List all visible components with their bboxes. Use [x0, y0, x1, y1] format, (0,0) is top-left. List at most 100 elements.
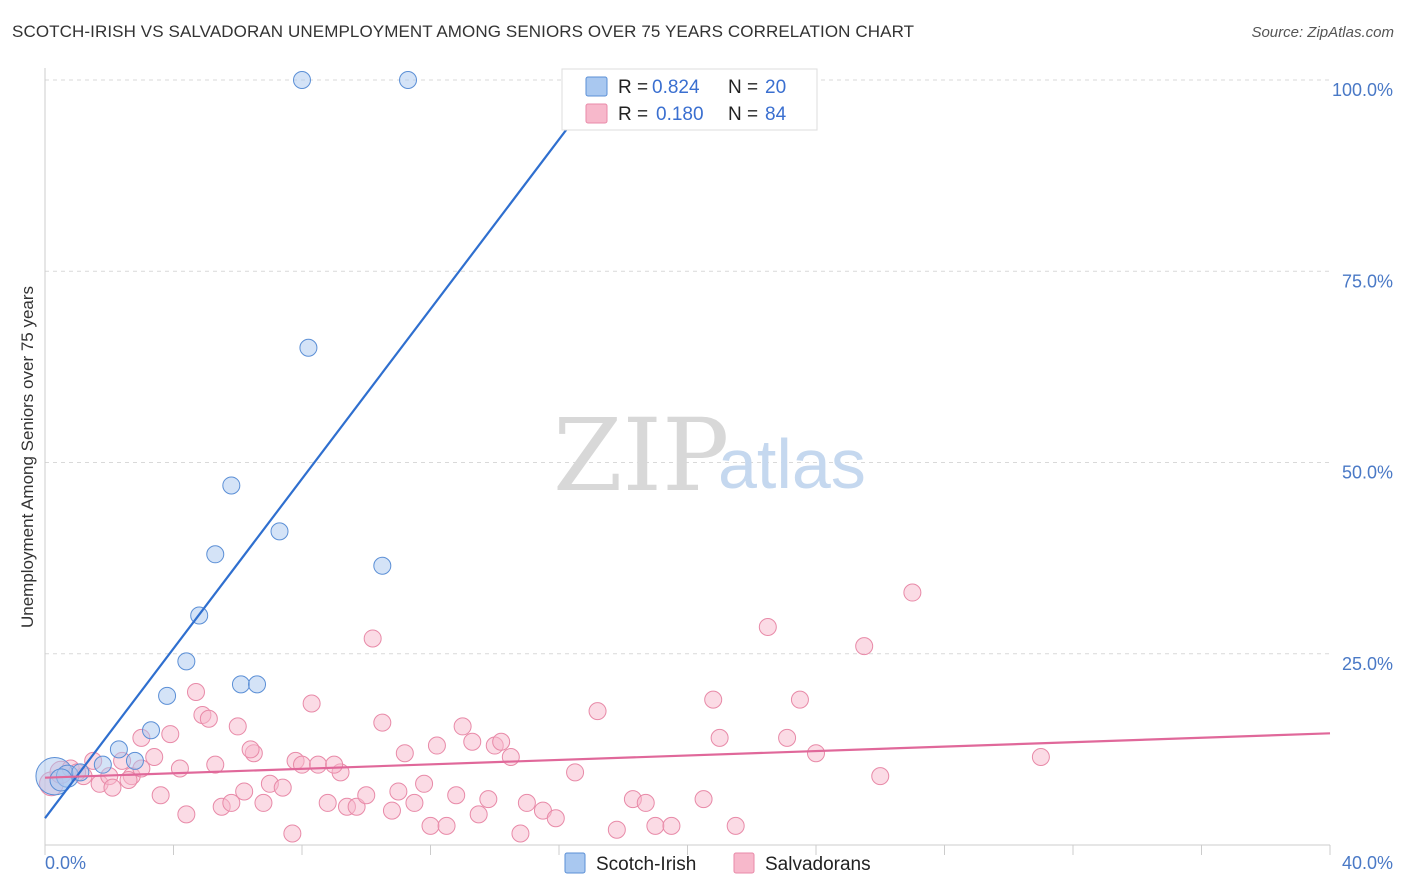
salvadorans-point-73: [855, 637, 874, 656]
salvadorans-point-71: [790, 690, 809, 709]
legend-swatch-pink: [585, 103, 608, 124]
scotch-irish-point-11: [222, 476, 241, 495]
y-tick-label-1: 75.0%: [1342, 271, 1393, 291]
salvadorans-point-55: [511, 824, 530, 843]
salvadorans-point-48: [447, 786, 466, 805]
legend-bottom-swatch-pink: [733, 852, 755, 874]
salvadorans-point-13: [161, 725, 180, 744]
salvadorans-point-23: [235, 782, 254, 801]
salvadorans-point-7: [103, 778, 122, 797]
legend-n-value-1: 20: [765, 77, 786, 98]
salvadorans-point-43: [405, 793, 424, 812]
x-tick-label-1: 40.0%: [1342, 853, 1393, 873]
salvadorans-point-70: [778, 728, 797, 747]
salvadorans-point-67: [710, 728, 729, 747]
salvadorans-point-47: [437, 816, 456, 835]
salvadorans-point-53: [492, 732, 511, 751]
salvadorans-point-66: [704, 690, 723, 709]
salvadorans-point-65: [662, 816, 681, 835]
salvadorans-point-40: [382, 801, 401, 820]
chart-title: SCOTCH-IRISH VS SALVADORAN UNEMPLOYMENT …: [12, 22, 915, 41]
source-label: Source: ZipAtlas.com: [1251, 24, 1394, 41]
salvadorans-point-37: [357, 786, 376, 805]
scotch-irish-trend-line: [44, 79, 605, 819]
tick-labels: 100.0% 75.0% 50.0% 25.0% 0.0% 40.0%: [45, 80, 1393, 873]
scotch-irish-point-13: [248, 675, 267, 694]
x-tick-label-0: 0.0%: [45, 853, 86, 873]
scotch-irish-point-6: [142, 721, 161, 740]
legend-top: R = 0.824 N = 20 R = 0.180 N = 84: [561, 68, 818, 131]
salvadorans-point-28: [283, 824, 302, 843]
salvadorans-point-42: [395, 744, 414, 763]
legend-n-label-2: N =: [728, 104, 758, 125]
legend-bottom-label-1: Scotch-Irish: [596, 854, 696, 875]
scotch-irish-point-14: [270, 522, 289, 541]
scotch-irish-point-10: [206, 545, 225, 564]
scotch-irish-points: [35, 71, 418, 796]
salvadorans-point-21: [222, 793, 241, 812]
scotch-irish-point-8: [177, 652, 196, 671]
salvadorans-point-33: [318, 793, 337, 812]
salvadorans-point-59: [566, 763, 585, 782]
scotch-irish-point-17: [293, 71, 311, 89]
y-axis-label: Unemployment Among Seniors over 75 years: [18, 286, 37, 628]
salvadorans-point-60: [588, 702, 607, 721]
legend-r-value-2: 0.180: [656, 104, 704, 125]
salvadorans-point-44: [415, 774, 434, 793]
legend-swatch-blue: [585, 76, 608, 97]
salvadorans-point-61: [607, 820, 626, 839]
salvadorans-point-45: [421, 816, 440, 835]
salvadorans-point-15: [177, 805, 196, 824]
scotch-irish-point-3: [93, 755, 112, 774]
salvadorans-point-31: [302, 694, 321, 713]
salvadorans-point-72: [807, 744, 825, 763]
salvadorans-point-83: [694, 790, 713, 809]
salvadorans-point-74: [871, 767, 890, 786]
y-tick-label-0: 100.0%: [1332, 80, 1393, 100]
salvadorans-point-14: [170, 759, 189, 778]
salvadorans-point-18: [199, 709, 218, 728]
salvadorans-point-32: [309, 755, 328, 774]
axes: [44, 68, 1331, 855]
watermark-zip: ZIP: [553, 397, 729, 514]
scotch-irish-point-18: [399, 71, 418, 89]
salvadorans-point-64: [646, 816, 665, 835]
legend-n-value-2: 84: [765, 104, 787, 125]
salvadorans-point-12: [151, 786, 170, 805]
legend-n-label-1: N =: [728, 77, 758, 98]
legend-bottom: Scotch-Irish Salvadorans: [564, 852, 871, 875]
grid-lines: [45, 79, 1330, 655]
legend-r-label-2: R =: [618, 104, 648, 125]
salvadorans-point-68: [726, 816, 745, 835]
scotch-irish-point-7: [158, 686, 177, 705]
salvadorans-points: [39, 583, 1050, 843]
salvadorans-point-50: [469, 805, 488, 824]
salvadorans-point-19: [206, 755, 225, 774]
salvadorans-point-25: [254, 793, 273, 812]
legend-bottom-swatch-blue: [564, 852, 586, 874]
scotch-irish-point-12: [231, 675, 250, 694]
salvadorans-point-49: [453, 717, 472, 736]
salvadorans-point-58: [546, 809, 565, 828]
y-tick-label-3: 25.0%: [1342, 654, 1393, 674]
salvadorans-point-80: [241, 740, 260, 759]
salvadorans-point-54: [501, 748, 520, 767]
salvadorans-point-81: [325, 755, 344, 774]
salvadorans-point-63: [636, 793, 655, 812]
legend-bottom-label-2: Salvadorans: [765, 854, 871, 875]
salvadorans-point-51: [479, 790, 498, 809]
salvadorans-point-27: [273, 778, 292, 797]
salvadorans-point-11: [145, 748, 164, 767]
salvadorans-point-16: [186, 683, 205, 701]
salvadorans-point-82: [463, 732, 482, 751]
salvadorans-trend-line: [44, 732, 1331, 779]
scotch-irish-point-5: [125, 751, 144, 770]
watermark-atlas: atlas: [718, 425, 866, 503]
legend-r-label-1: R =: [618, 77, 648, 98]
salvadorans-point-69: [758, 617, 777, 636]
y-tick-label-2: 50.0%: [1342, 463, 1393, 483]
salvadorans-point-38: [363, 629, 382, 648]
salvadorans-point-56: [517, 793, 536, 812]
salvadorans-point-30: [293, 755, 311, 774]
